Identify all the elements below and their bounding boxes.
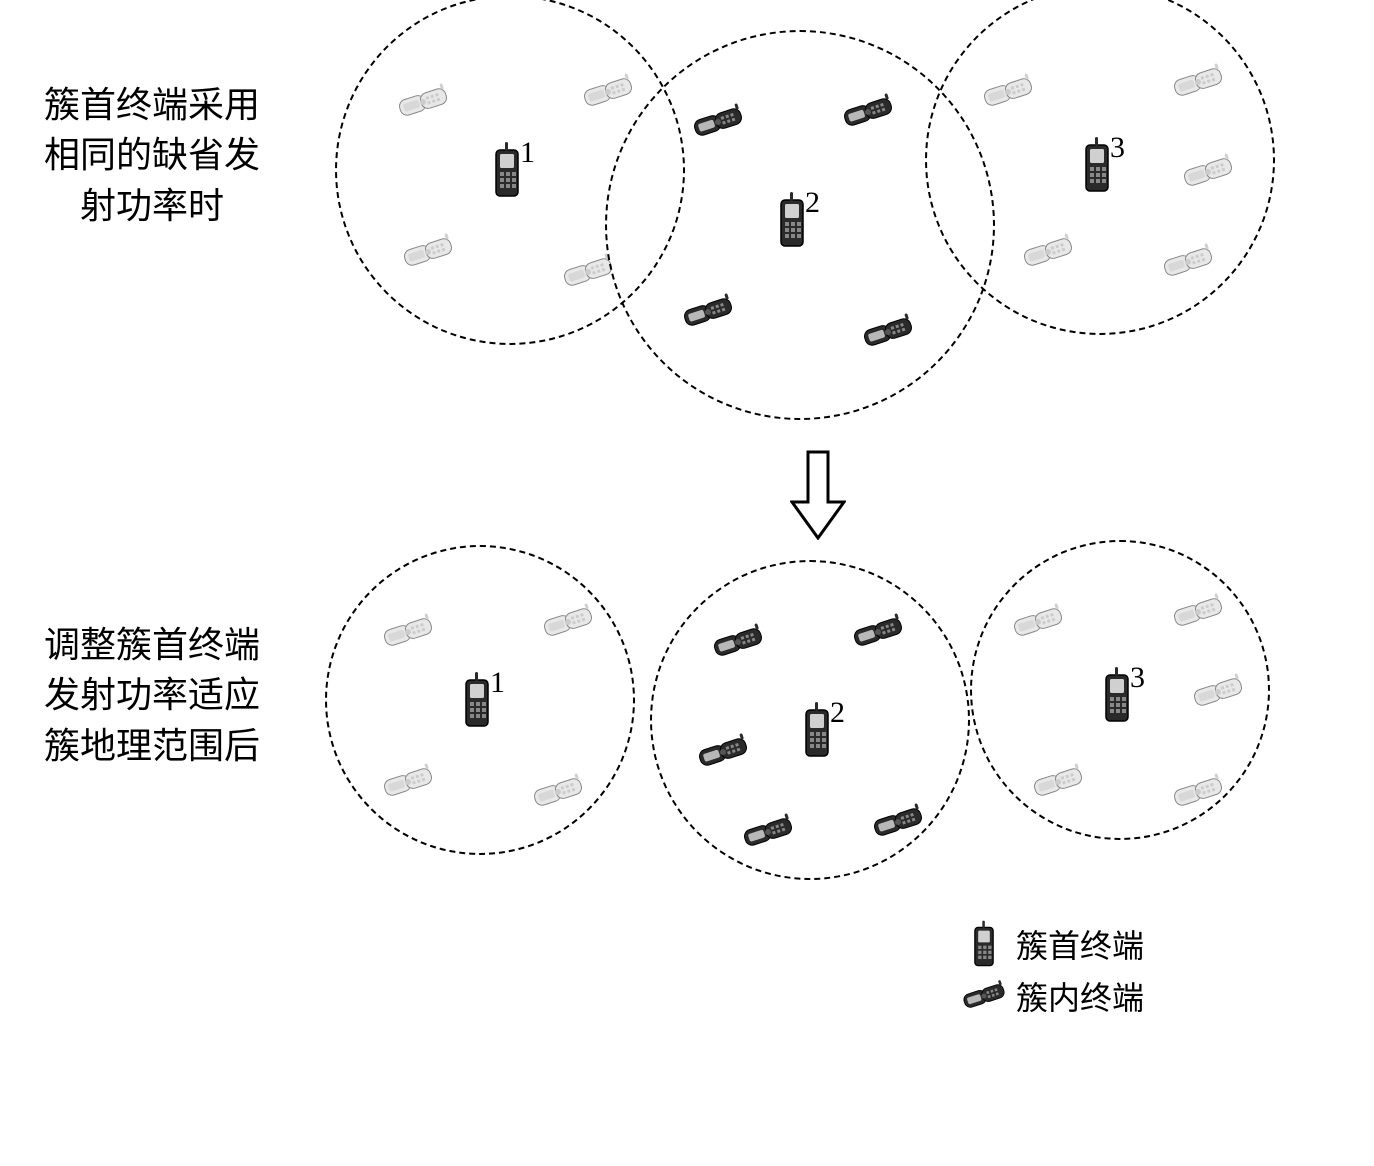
top-cluster-1-member-2-icon	[400, 230, 456, 274]
legend-head-text: 簇首终端	[1016, 921, 1144, 967]
legend-row-head: 簇首终端	[960, 920, 1144, 968]
bottom-cluster-3-head-icon	[1100, 665, 1134, 725]
top-cluster-3-member-2-icon	[1180, 150, 1236, 194]
bottom-cluster-3-label: 3	[1130, 661, 1145, 695]
label-top-line3: 射功率时	[22, 181, 282, 231]
top-cluster-3-label: 3	[1110, 131, 1125, 165]
top-cluster-1-member-0-icon	[395, 80, 451, 124]
legend: 簇首终端 簇内终端	[960, 920, 1144, 1024]
top-cluster-2-member-3-icon	[860, 310, 916, 354]
bottom-cluster-2-member-4-icon	[870, 800, 926, 844]
top-cluster-2-member-0-icon	[690, 100, 746, 144]
bottom-cluster-1-head-icon	[460, 670, 494, 730]
bottom-cluster-2-member-3-icon	[740, 810, 796, 854]
label-bottom-line3: 簇地理范围后	[22, 721, 282, 771]
bottom-cluster-2-member-2-icon	[695, 730, 751, 774]
top-cluster-2-head-icon	[775, 190, 809, 250]
legend-member-text: 簇内终端	[1016, 973, 1144, 1019]
bottom-cluster-1-member-3-icon	[530, 770, 586, 814]
label-top-line2: 相同的缺省发	[22, 130, 282, 180]
bottom-cluster-1-member-0-icon	[380, 610, 436, 654]
top-cluster-3-member-1-icon	[1170, 60, 1226, 104]
bottom-cluster-3-member-2-icon	[1190, 670, 1246, 714]
top-cluster-1-head-icon	[490, 140, 524, 200]
label-bottom-line2: 发射功率适应	[22, 670, 282, 720]
label-top: 簇首终端采用 相同的缺省发 射功率时	[22, 80, 282, 231]
bottom-cluster-2-head-icon	[800, 700, 834, 760]
bottom-cluster-3-member-3-icon	[1030, 760, 1086, 804]
cluster-head-icon	[960, 920, 1008, 968]
bottom-cluster-1-member-1-icon	[540, 600, 596, 644]
top-cluster-3-member-3-icon	[1020, 230, 1076, 274]
bottom-cluster-3-member-0-icon	[1010, 600, 1066, 644]
top-cluster-2-member-1-icon	[840, 90, 896, 134]
bottom-cluster-2-member-0-icon	[710, 620, 766, 664]
top-cluster-3-head-icon	[1080, 135, 1114, 195]
label-bottom-line1: 调整簇首终端	[22, 620, 282, 670]
top-cluster-3-member-0-icon	[980, 70, 1036, 114]
cluster-member-icon	[960, 972, 1008, 1020]
top-cluster-1-member-1-icon	[580, 70, 636, 114]
label-bottom: 调整簇首终端 发射功率适应 簇地理范围后	[22, 620, 282, 771]
bottom-cluster-2-member-1-icon	[850, 610, 906, 654]
top-cluster-1-label: 1	[520, 136, 535, 170]
label-top-line1: 簇首终端采用	[22, 80, 282, 130]
bottom-cluster-1-member-2-icon	[380, 760, 436, 804]
top-cluster-3-member-4-icon	[1160, 240, 1216, 284]
top-cluster-2-label: 2	[805, 186, 820, 220]
bottom-cluster-2-label: 2	[830, 696, 845, 730]
bottom-cluster-1-label: 1	[490, 666, 505, 700]
bottom-cluster-3-member-4-icon	[1170, 770, 1226, 814]
top-cluster-2-member-2-icon	[680, 290, 736, 334]
legend-row-member: 簇内终端	[960, 972, 1144, 1020]
bottom-cluster-3-member-1-icon	[1170, 590, 1226, 634]
down-arrow-icon	[790, 450, 846, 545]
